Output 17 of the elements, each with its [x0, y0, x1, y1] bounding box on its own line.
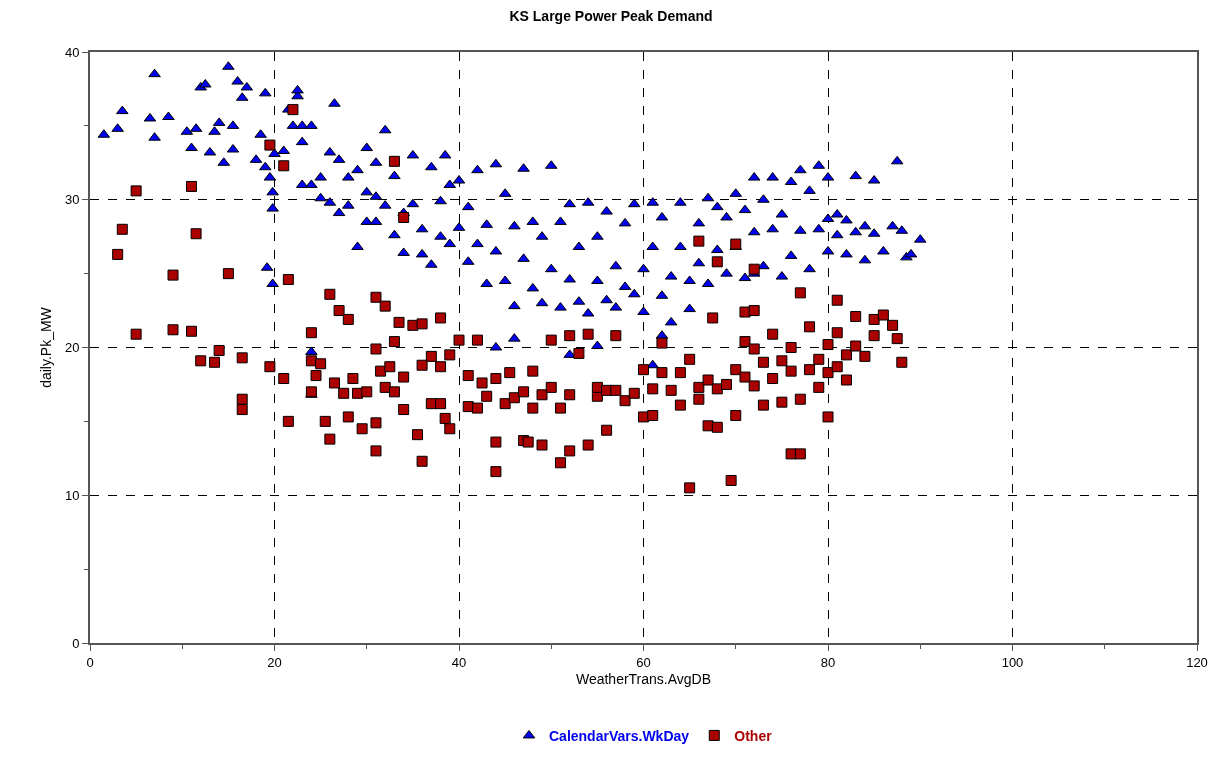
- x-tick-label: 0: [86, 654, 94, 670]
- y-axis-title: daily.Pk_MW: [38, 306, 55, 388]
- x-tick-label: 100: [1001, 654, 1024, 670]
- legend-label: Other: [734, 727, 773, 744]
- chart-title: KS Large Power Peak Demand: [509, 8, 713, 25]
- x-tick-label: 120: [1186, 654, 1208, 670]
- y-tick-label: 30: [64, 192, 80, 208]
- x-tick-label: 20: [267, 654, 282, 670]
- y-tick-label: 0: [72, 635, 80, 651]
- x-axis-title: WeatherTrans.AvgDB: [575, 671, 712, 688]
- x-tick-label: 80: [820, 654, 836, 670]
- legend-label: CalendarVars.WkDay: [549, 727, 690, 744]
- y-tick-label: 20: [64, 340, 80, 356]
- x-tick-label: 40: [451, 654, 467, 670]
- y-tick-label: 40: [64, 44, 80, 60]
- x-tick-label: 60: [636, 654, 651, 670]
- y-tick-label: 10: [64, 487, 80, 503]
